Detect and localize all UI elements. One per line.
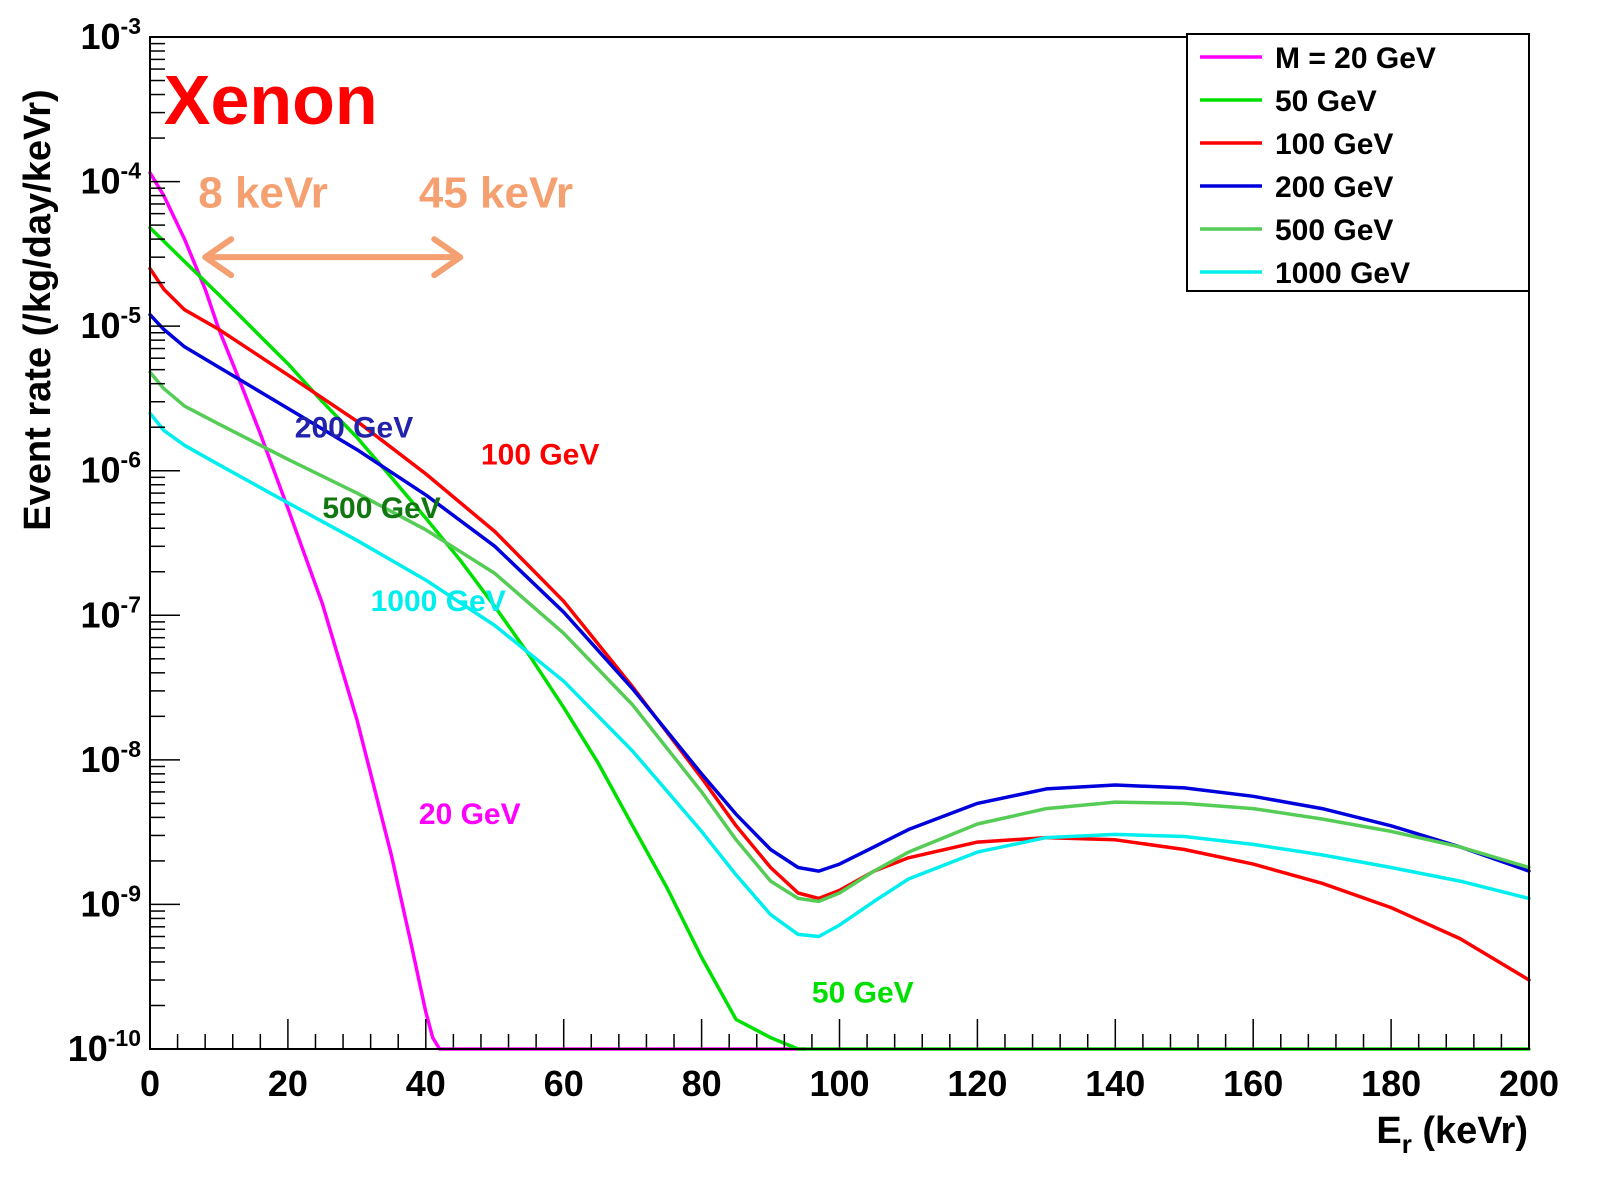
y-tick-exponent: -7 xyxy=(121,591,141,617)
range-arrow xyxy=(202,236,464,279)
x-axis-title-unit: (keVr) xyxy=(1412,1110,1528,1152)
annotation-2: 45 keVr xyxy=(419,169,573,218)
x-tick-label: 140 xyxy=(1085,1063,1145,1104)
series-line-3 xyxy=(148,312,1531,873)
annotation-3: 200 GeV xyxy=(295,411,413,444)
legend-label-1: 50 GeV xyxy=(1275,85,1377,118)
y-tick-exponent: -10 xyxy=(108,1025,141,1051)
axis-ticks xyxy=(149,42,1530,1050)
annotation-8: 50 GeV xyxy=(812,976,914,1009)
x-axis-title-main: E xyxy=(1376,1110,1401,1152)
legend-label-2: 100 GeV xyxy=(1275,128,1393,161)
x-tick-label: 20 xyxy=(268,1063,308,1104)
x-tick-labels: 0 20 40 60 80 100 120 140 160 180 200 xyxy=(140,1063,1559,1104)
legend-label-5: 1000 GeV xyxy=(1275,257,1410,290)
y-tick-labels: 10-310-410-510-610-710-810-910-10 xyxy=(68,13,142,1069)
annotation-6: 1000 GeV xyxy=(371,585,506,618)
annotation-1: 8 keVr xyxy=(198,169,328,218)
arrow-head-right xyxy=(431,236,464,279)
series-line-0 xyxy=(148,171,807,1051)
y-tick-exponent: -3 xyxy=(121,13,141,39)
y-tick-base: 10 xyxy=(81,16,121,57)
y-tick-label: 10-3 xyxy=(81,13,142,57)
y-tick-label: 10-6 xyxy=(81,447,142,491)
arrow-head-left xyxy=(202,236,235,279)
legend: M = 20 GeV 50 GeV 100 GeV 200 GeV 500 GeV 100… xyxy=(1186,33,1530,292)
x-tick-label: 200 xyxy=(1499,1063,1559,1104)
y-tick-base: 10 xyxy=(81,594,121,635)
y-tick-base: 10 xyxy=(81,450,121,491)
annotation-5: 500 GeV xyxy=(322,492,440,525)
series-line-5 xyxy=(148,411,1531,939)
y-tick-base: 10 xyxy=(81,305,121,346)
y-tick-base: 10 xyxy=(81,883,121,924)
x-tick-label: 40 xyxy=(406,1063,446,1104)
x-tick-label: 120 xyxy=(947,1063,1007,1104)
annotations: Xenon 8 keVr 45 keVr 200 GeV 100 GeV 500 GeV 1… xyxy=(164,61,914,1009)
legend-box xyxy=(1186,33,1530,292)
legend-label-0: M = 20 GeV xyxy=(1275,42,1436,75)
y-tick-base: 10 xyxy=(81,739,121,780)
y-tick-label: 10-8 xyxy=(81,736,142,780)
x-tick-label: 80 xyxy=(682,1063,722,1104)
x-tick-label: 60 xyxy=(544,1063,584,1104)
y-tick-exponent: -9 xyxy=(121,880,141,906)
x-tick-label: 160 xyxy=(1223,1063,1283,1104)
annotation-7: 20 GeV xyxy=(419,798,521,831)
y-tick-exponent: -4 xyxy=(121,158,142,184)
series-line-4 xyxy=(148,370,1531,904)
y-tick-exponent: -6 xyxy=(121,447,141,473)
series-layer xyxy=(148,171,1531,1051)
y-tick-label: 10-5 xyxy=(81,302,142,346)
x-tick-label: 0 xyxy=(140,1063,160,1104)
y-tick-label: 10-7 xyxy=(81,591,142,635)
y-tick-label: 10-10 xyxy=(68,1025,141,1069)
x-axis-title: Er (keVr) xyxy=(1376,1110,1528,1159)
x-tick-label: 100 xyxy=(809,1063,869,1104)
x-tick-label: 180 xyxy=(1361,1063,1421,1104)
series-line-1 xyxy=(148,225,1531,1051)
y-tick-base: 10 xyxy=(68,1028,108,1069)
annotation-0: Xenon xyxy=(164,61,378,139)
y-tick-label: 10-4 xyxy=(81,158,142,202)
legend-label-4: 500 GeV xyxy=(1275,214,1393,247)
y-axis-title: Event rate (/kg/day/keVr) xyxy=(17,89,59,530)
y-tick-base: 10 xyxy=(81,161,121,202)
y-tick-exponent: -5 xyxy=(121,302,142,328)
annotation-4: 100 GeV xyxy=(481,439,599,472)
y-tick-label: 10-9 xyxy=(81,880,142,924)
legend-label-3: 200 GeV xyxy=(1275,171,1393,204)
y-tick-exponent: -8 xyxy=(121,736,142,762)
x-axis-title-subscript: r xyxy=(1402,1129,1412,1159)
series-line-2 xyxy=(148,266,1531,982)
